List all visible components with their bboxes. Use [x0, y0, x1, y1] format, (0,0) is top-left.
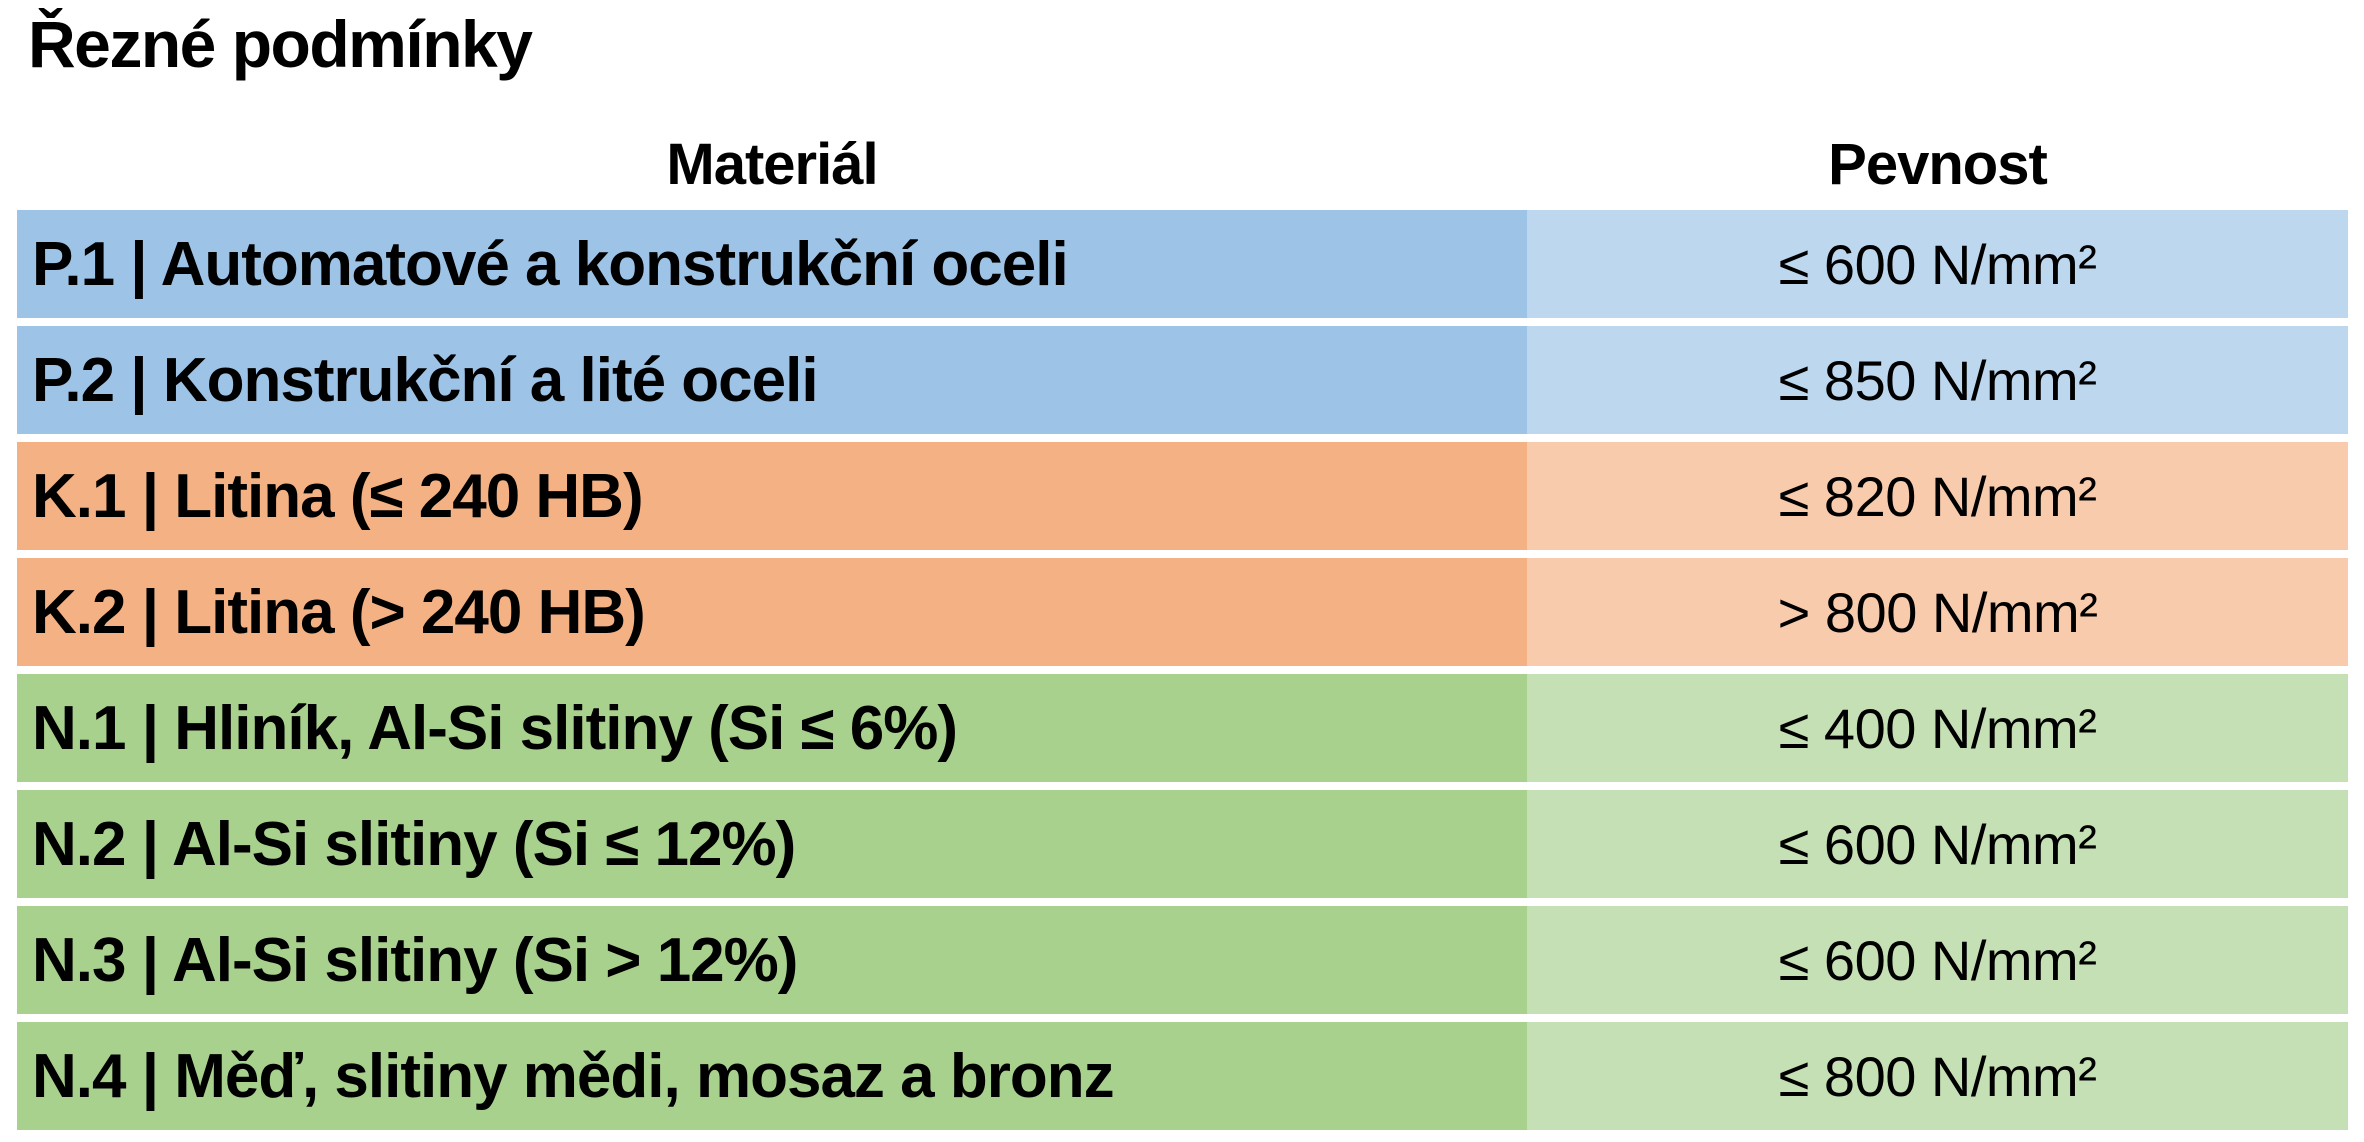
material-cell: P.1 | Automatové a konstrukční oceli [17, 210, 1527, 318]
strength-cell: ≤ 600 N/mm² [1527, 210, 2348, 318]
material-strength-table: Materiál Pevnost P.1 | Automatové a kons… [17, 118, 2348, 1138]
table-row: P.2 | Konstrukční a lité oceli ≤ 850 N/m… [17, 326, 2348, 434]
table-row: N.3 | Al-Si slitiny (Si > 12%) ≤ 600 N/m… [17, 906, 2348, 1014]
column-header-strength: Pevnost [1828, 131, 2048, 197]
page-title: Řezné podmínky [28, 7, 533, 81]
column-header-material: Materiál [666, 131, 878, 197]
material-cell: N.1 | Hliník, Al-Si slitiny (Si ≤ 6%) [17, 674, 1527, 782]
strength-cell: ≤ 600 N/mm² [1527, 790, 2348, 898]
strength-cell: ≤ 820 N/mm² [1527, 442, 2348, 550]
material-cell: N.2 | Al-Si slitiny (Si ≤ 12%) [17, 790, 1527, 898]
material-cell: K.2 | Litina (> 240 HB) [17, 558, 1527, 666]
material-cell: P.2 | Konstrukční a lité oceli [17, 326, 1527, 434]
strength-cell: ≤ 850 N/mm² [1527, 326, 2348, 434]
strength-cell: ≤ 400 N/mm² [1527, 674, 2348, 782]
table-row: P.1 | Automatové a konstrukční oceli ≤ 6… [17, 210, 2348, 318]
table-row: N.1 | Hliník, Al-Si slitiny (Si ≤ 6%) ≤ … [17, 674, 2348, 782]
table-row: K.1 | Litina (≤ 240 HB) ≤ 820 N/mm² [17, 442, 2348, 550]
material-cell: N.4 | Měď, slitiny mědi, mosaz a bronz [17, 1022, 1527, 1130]
table-row: N.4 | Měď, slitiny mědi, mosaz a bronz ≤… [17, 1022, 2348, 1130]
table-header-row: Materiál Pevnost [17, 118, 2348, 210]
material-cell: K.1 | Litina (≤ 240 HB) [17, 442, 1527, 550]
strength-cell: ≤ 800 N/mm² [1527, 1022, 2348, 1130]
material-cell: N.3 | Al-Si slitiny (Si > 12%) [17, 906, 1527, 1014]
table-row: N.2 | Al-Si slitiny (Si ≤ 12%) ≤ 600 N/m… [17, 790, 2348, 898]
strength-cell: ≤ 600 N/mm² [1527, 906, 2348, 1014]
table-row: K.2 | Litina (> 240 HB) > 800 N/mm² [17, 558, 2348, 666]
strength-cell: > 800 N/mm² [1527, 558, 2348, 666]
